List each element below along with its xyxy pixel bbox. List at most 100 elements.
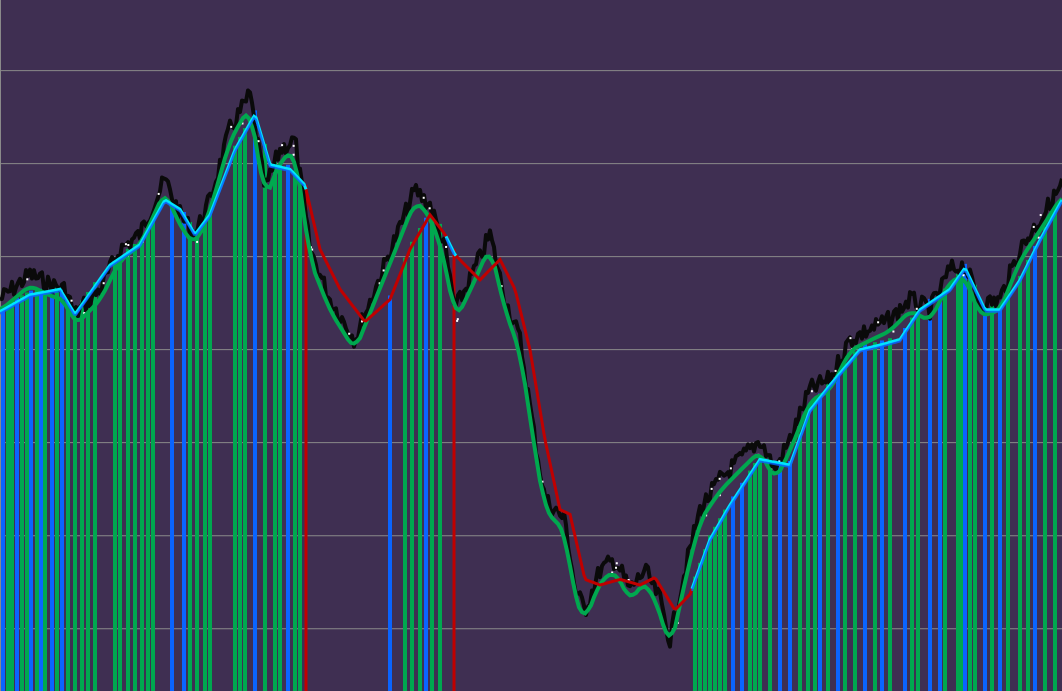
bar-blue — [983, 305, 987, 691]
bar-blue — [863, 344, 867, 691]
bar-green — [960, 268, 964, 691]
bar-green — [203, 217, 207, 691]
slow-average-up-segment — [690, 199, 1062, 590]
price-tick-dot — [422, 196, 425, 199]
bar-green — [195, 227, 199, 691]
bar-green — [10, 300, 14, 691]
bar-blue — [998, 305, 1002, 691]
bar-green — [403, 257, 407, 691]
bar-green — [888, 338, 892, 691]
price-tick-dot — [892, 330, 895, 333]
bar-blue — [15, 298, 19, 691]
price-tick-dot — [778, 460, 781, 463]
price-tick-dot — [615, 566, 618, 569]
bar-green — [243, 128, 247, 691]
price-tick-dot — [718, 477, 721, 480]
bar-green — [25, 292, 29, 691]
bar-blue — [903, 328, 907, 691]
bar-green — [1026, 259, 1030, 691]
bar-green — [410, 241, 414, 691]
price-tick-dot — [378, 282, 381, 285]
bar-green — [126, 248, 130, 691]
bar-green — [208, 210, 212, 691]
bar-green — [35, 289, 39, 691]
bar-green — [956, 273, 960, 691]
bar-blue — [818, 393, 822, 691]
bar-green — [86, 292, 90, 691]
bar-blue — [286, 164, 290, 691]
bar-green — [910, 317, 914, 691]
bar-green — [188, 221, 192, 691]
bar-green — [916, 308, 920, 691]
bar-blue — [928, 298, 932, 691]
bar-green — [708, 535, 712, 691]
bar-green — [713, 526, 717, 691]
price-tick-dot — [627, 578, 630, 581]
bar-green — [66, 298, 70, 691]
price-tick-dot — [915, 307, 918, 310]
bar-blue — [388, 295, 392, 691]
bar-green — [238, 136, 242, 691]
price-tick-dot — [230, 125, 233, 128]
bar-green — [233, 145, 237, 691]
bar-green — [55, 285, 59, 691]
bar-green — [43, 288, 47, 691]
bar-green — [93, 282, 97, 691]
price-tick-dot — [83, 312, 86, 315]
bar-green — [753, 463, 757, 691]
bar-green — [133, 244, 137, 691]
bar-blue — [1, 305, 5, 691]
bar-blue — [50, 286, 54, 691]
price-tick-dot — [849, 337, 852, 340]
bar-green — [1053, 208, 1057, 691]
price-tick-dot — [611, 571, 614, 574]
bar-green — [438, 223, 442, 691]
bar-green — [973, 284, 977, 691]
price-tick-dot — [157, 192, 160, 195]
price-tick-dot — [1037, 236, 1040, 239]
price-tick-dot — [710, 487, 713, 490]
bar-green — [430, 213, 434, 691]
price-tick-dot — [382, 269, 385, 272]
bar-blue — [836, 371, 840, 691]
bar-green — [723, 509, 727, 691]
bar-green — [73, 310, 77, 691]
bar-green — [418, 228, 422, 691]
bar-blue — [60, 288, 64, 691]
bar-green — [293, 170, 297, 691]
price-tick-dot — [26, 278, 29, 281]
bar-blue — [778, 459, 782, 691]
bar-blue — [938, 292, 942, 691]
price-tick-dot — [500, 285, 503, 288]
bar-green — [853, 351, 857, 691]
bar-blue — [39, 288, 43, 691]
bar-green — [873, 342, 877, 691]
bar-green — [826, 383, 830, 691]
price-tick-dot — [292, 144, 295, 147]
bar-blue — [1033, 245, 1037, 691]
bar-green — [6, 303, 10, 691]
price-tick-dot — [729, 467, 732, 470]
bar-green — [1043, 226, 1047, 691]
bar-green — [20, 295, 24, 691]
fast-average-line — [0, 112, 1062, 639]
price-tick-dot — [962, 274, 965, 277]
bar-green — [80, 300, 84, 691]
bar-blue — [740, 482, 744, 691]
bar-blue — [731, 496, 735, 691]
price-tick-dot — [541, 480, 544, 483]
price-tick-dot — [1032, 225, 1035, 228]
slow-average-down-segment — [454, 254, 694, 611]
price-tick-dot — [834, 369, 837, 372]
price-tick-dot — [348, 332, 351, 335]
bar-green — [298, 175, 302, 691]
price-tick-dot — [456, 318, 459, 321]
bar-green — [146, 226, 150, 691]
price-tick-dot — [810, 390, 813, 393]
bar-blue — [170, 200, 174, 691]
price-tick-dot — [445, 245, 448, 248]
bar-green — [273, 161, 277, 691]
bar-red — [452, 248, 456, 691]
